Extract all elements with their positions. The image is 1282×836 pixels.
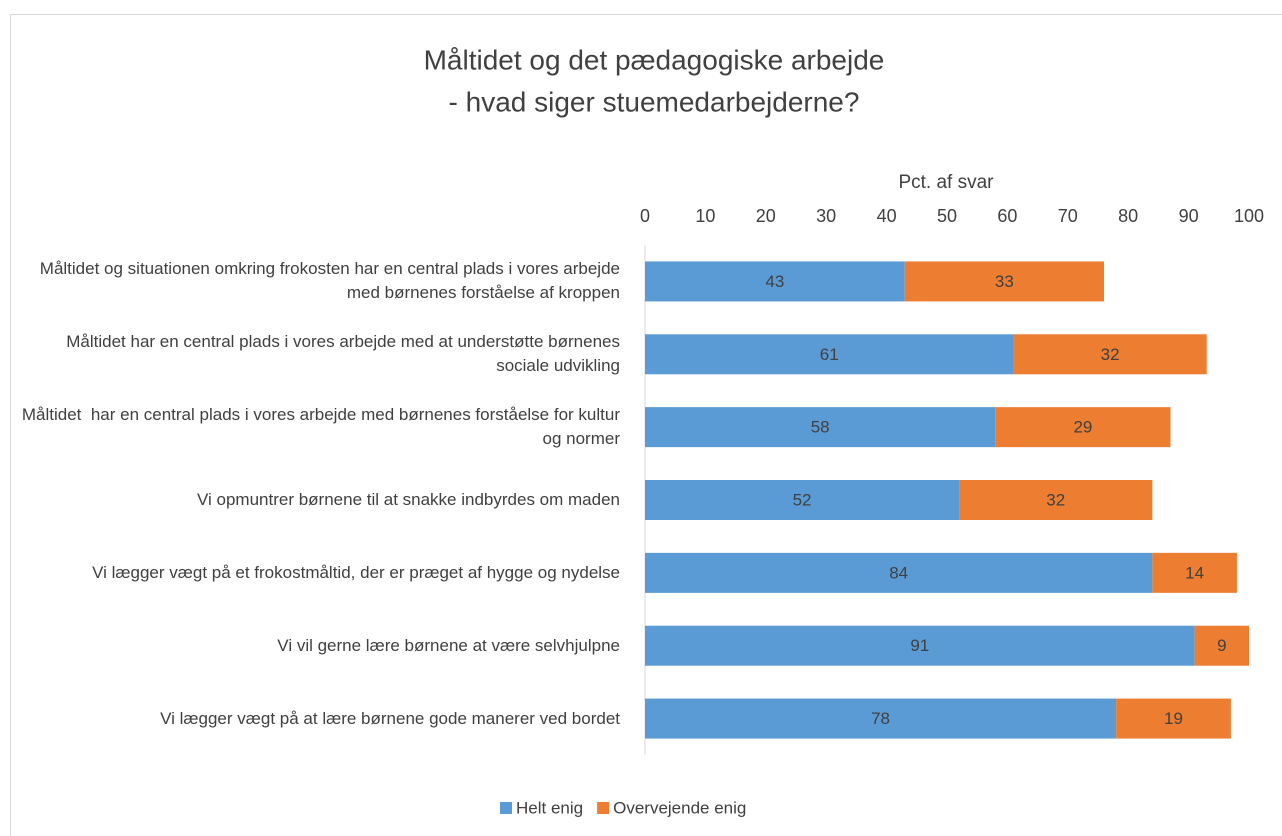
- bar-segment: [645, 407, 996, 448]
- bar-segment: [1152, 552, 1237, 593]
- bar-segment: [1116, 698, 1231, 739]
- data-label: 9: [1217, 636, 1226, 655]
- y-tick-label: Vi lægger vægt på at lære børnene gode m…: [160, 708, 620, 728]
- bar-segment: [995, 407, 1171, 448]
- data-label: 84: [889, 563, 908, 582]
- data-label: 19: [1164, 709, 1183, 728]
- legend-swatch: [597, 802, 610, 814]
- data-label: 32: [1046, 490, 1065, 509]
- data-label: 91: [910, 636, 929, 655]
- y-tick-label: Vi lægger vægt på et frokostmåltid, der …: [92, 562, 620, 582]
- y-tick-label: Måltidet har en central plads i vores ar…: [21, 405, 625, 449]
- x-tick-label: 10: [695, 206, 715, 226]
- data-label: 14: [1185, 563, 1204, 582]
- x-tick-label: 0: [640, 206, 650, 226]
- bar-segment: [959, 480, 1153, 520]
- y-tick-label: Vi vil gerne lære børnene at være selvhj…: [277, 635, 620, 655]
- bar-segment: [1013, 334, 1207, 375]
- legend-label: Overvejende enig: [613, 798, 746, 817]
- x-tick-label: 20: [756, 206, 776, 226]
- bar-segment: [645, 261, 905, 302]
- bar-segment: [645, 334, 1014, 375]
- bar-segment: [645, 552, 1153, 593]
- data-label: 61: [820, 345, 839, 364]
- y-tick-label: Måltidet og situationen omkring frokoste…: [39, 259, 625, 303]
- bar-segment: [904, 261, 1105, 302]
- data-label: 32: [1101, 345, 1120, 364]
- legend-label: Helt enig: [516, 798, 583, 817]
- x-tick-label: 30: [816, 206, 836, 226]
- x-tick-label: 100: [1234, 206, 1264, 226]
- data-label: 78: [871, 709, 890, 728]
- x-tick-label: 40: [877, 206, 897, 226]
- x-tick-label: 70: [1058, 206, 1078, 226]
- chart-title: Måltidet og det pædagogiske arbejde: [424, 44, 885, 75]
- x-tick-label: 90: [1179, 206, 1199, 226]
- x-tick-label: 50: [937, 206, 957, 226]
- y-tick-label: Måltidet har en central plads i vores ar…: [66, 332, 625, 376]
- legend-swatch: [500, 802, 512, 814]
- bar-segment: [645, 625, 1195, 666]
- x-tick-label: 80: [1118, 206, 1138, 226]
- data-label: 43: [765, 272, 784, 291]
- chart-subtitle: - hvad siger stuemedarbejderne?: [449, 86, 860, 117]
- bar-segment: [1194, 625, 1249, 666]
- bar-segment: [645, 698, 1117, 739]
- bar-segment: [645, 480, 960, 520]
- data-label: 58: [811, 418, 830, 437]
- x-axis-title: Pct. af svar: [898, 172, 994, 193]
- chart-border: [10, 14, 1282, 836]
- data-label: 52: [793, 490, 812, 509]
- data-label: 29: [1073, 418, 1092, 437]
- y-tick-label: Vi opmuntrer børnene til at snakke indby…: [196, 490, 620, 509]
- data-label: 33: [995, 272, 1014, 291]
- x-tick-label: 60: [997, 206, 1017, 226]
